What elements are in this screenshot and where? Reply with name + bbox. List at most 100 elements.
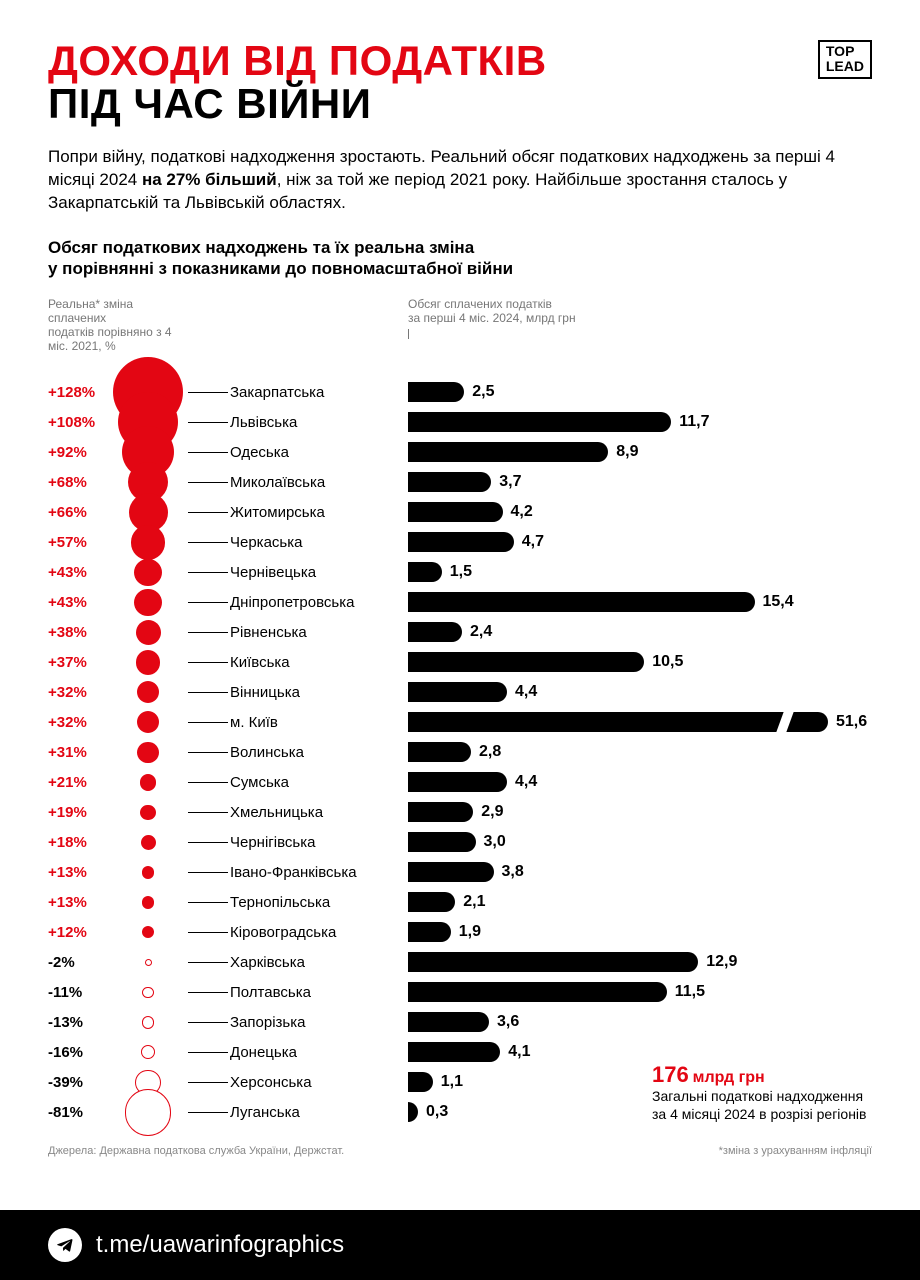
bar-cell: 8,9 — [408, 437, 872, 467]
connector-line — [188, 812, 228, 813]
bubble-cell — [108, 737, 188, 767]
connector-line — [188, 512, 228, 513]
value-bar — [408, 472, 491, 492]
change-bubble — [137, 681, 159, 703]
region-label: Одеська — [228, 444, 408, 461]
value-label: 2,5 — [472, 383, 494, 401]
change-bubble — [125, 1089, 172, 1136]
bubble-cell — [108, 977, 188, 1007]
pct-label: +66% — [48, 504, 108, 521]
pct-label: +43% — [48, 564, 108, 581]
value-label: 4,2 — [511, 503, 533, 521]
chart-row: +43%Дніпропетровська15,4 — [48, 587, 872, 617]
bubble-cell — [108, 1007, 188, 1037]
change-bubble — [137, 742, 159, 764]
value-label: 51,6 — [836, 713, 867, 731]
connector-line — [188, 842, 228, 843]
value-label: 2,8 — [479, 743, 501, 761]
bubble-cell — [108, 497, 188, 527]
pct-label: +32% — [48, 684, 108, 701]
region-label: Харківська — [228, 954, 408, 971]
change-bubble — [142, 987, 154, 999]
region-label: Запорізька — [228, 1014, 408, 1031]
connector-line — [188, 962, 228, 963]
chart-row: +66%Житомирська4,2 — [48, 497, 872, 527]
value-bar — [408, 1102, 418, 1122]
value-bar — [408, 682, 507, 702]
bar-cell: 4,4 — [408, 677, 872, 707]
value-label: 1,1 — [441, 1073, 463, 1091]
change-bubble — [142, 866, 155, 879]
value-bar — [408, 412, 671, 432]
connector-line — [188, 782, 228, 783]
chart-row: +38% Рівненська 2,4 — [48, 617, 872, 647]
value-bar — [408, 622, 462, 642]
chart-row: +68%Миколаївська3,7 — [48, 467, 872, 497]
value-label: 4,7 — [522, 533, 544, 551]
value-bar — [408, 382, 464, 402]
bar-cell: 4,2 — [408, 497, 872, 527]
connector-line — [188, 452, 228, 453]
bar-cell: 3,8 — [408, 857, 872, 887]
region-label: Дніпропетровська — [228, 594, 408, 611]
bubble-cell — [108, 587, 188, 617]
change-bubble — [136, 650, 161, 675]
value-bar — [408, 772, 507, 792]
value-bar — [408, 892, 455, 912]
value-bar — [408, 442, 608, 462]
change-bubble — [142, 1016, 155, 1029]
value-bar — [408, 862, 494, 882]
bubble-cell — [108, 827, 188, 857]
value-label: 0,3 — [426, 1103, 448, 1121]
value-bar — [408, 1042, 500, 1062]
pct-label: +38% — [48, 624, 108, 641]
title-line2: ПІД ЧАС ВІЙНИ — [48, 82, 872, 126]
region-label: Київська — [228, 654, 408, 671]
sources-left: Джерела: Державна податкова служба Украї… — [48, 1145, 344, 1157]
connector-line — [188, 932, 228, 933]
region-label: Тернопільська — [228, 894, 408, 911]
region-label: Полтавська — [228, 984, 408, 1001]
chart-row: +32%м. Київ51,6 — [48, 707, 872, 737]
chart-row: +108%Львівська11,7 — [48, 407, 872, 437]
bubble-cell — [108, 887, 188, 917]
connector-line — [188, 1052, 228, 1053]
bubble-cell — [108, 677, 188, 707]
chart-row: +18%Чернігівська3,0 — [48, 827, 872, 857]
connector-line — [188, 1082, 228, 1083]
value-label: 8,9 — [616, 443, 638, 461]
footer-link: t.me/uawarinfographics — [96, 1231, 344, 1259]
change-bubble — [145, 959, 152, 966]
pct-label: +19% — [48, 804, 108, 821]
pct-label: +13% — [48, 894, 108, 911]
value-label: 1,9 — [459, 923, 481, 941]
bubble-cell — [108, 557, 188, 587]
value-label: 4,1 — [508, 1043, 530, 1061]
chart-row: -13% Запорізька3,6 — [48, 1007, 872, 1037]
value-bar — [408, 982, 667, 1002]
connector-line — [188, 1112, 228, 1113]
value-label: 11,5 — [675, 983, 705, 1001]
pct-label: -81% — [48, 1104, 108, 1121]
region-label: Закарпатська — [228, 384, 408, 401]
value-label: 2,4 — [470, 623, 492, 641]
connector-line — [188, 662, 228, 663]
callout-text: Загальні податкові надходження за 4 міся… — [652, 1088, 866, 1122]
bubble-cell — [108, 947, 188, 977]
region-label: Рівненська — [228, 624, 408, 641]
value-bar — [408, 922, 451, 942]
region-label: м. Київ — [228, 714, 408, 731]
pct-label: +43% — [48, 594, 108, 611]
axis-left-header: Реальна* зміна сплачених податків порівн… — [48, 297, 188, 371]
callout-unit: млрд грн — [693, 1069, 765, 1086]
bar-cell: 3,6 — [408, 1007, 872, 1037]
bubble-cell — [108, 647, 188, 677]
pct-label: +57% — [48, 534, 108, 551]
value-bar — [408, 562, 442, 582]
chart-row: +43%Чернівецька1,5 — [48, 557, 872, 587]
value-label: 2,1 — [463, 893, 485, 911]
value-label: 3,7 — [499, 473, 521, 491]
chart-row: -11%Полтавська11,5 — [48, 977, 872, 1007]
pct-label: -13% — [48, 1014, 108, 1031]
value-label: 4,4 — [515, 773, 537, 791]
